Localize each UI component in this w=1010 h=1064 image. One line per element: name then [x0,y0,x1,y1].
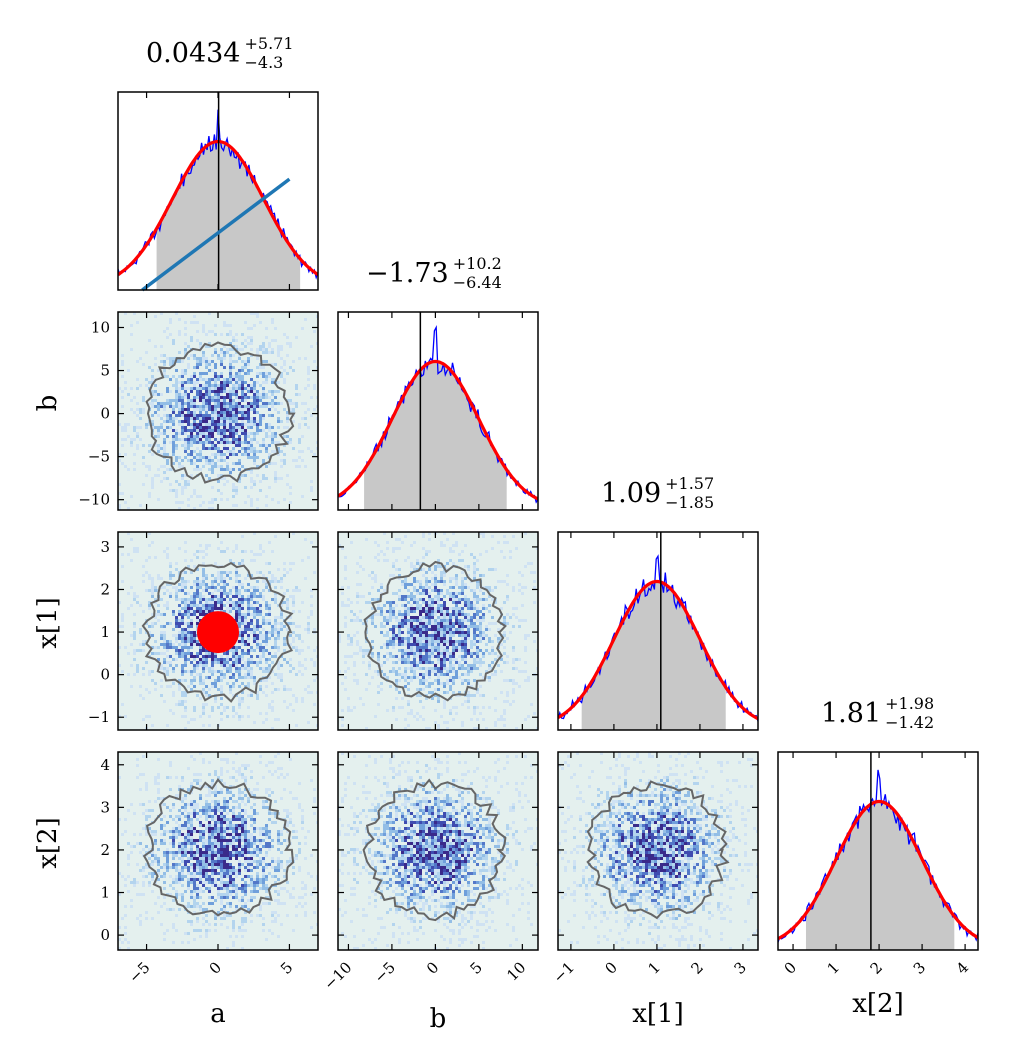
x-tick-label: −1 [550,958,578,986]
summary-title-b: −1.73 [366,258,449,289]
summary-title-a-minus: −4.3 [244,53,283,72]
contour-line [142,778,295,917]
y-axis-label-b: b [33,395,63,412]
summary-title-x2-plus: +1.98 [885,694,934,713]
credible-interval-fill [156,141,301,290]
summary-title-x1: 1.09 [601,478,661,509]
credible-interval-fill [805,801,955,950]
density-frame-x1-vs-b [337,531,539,731]
density-panel-x1-vs-b [338,532,538,730]
y-tick-label: −1 [88,708,110,726]
y-tick-label: −10 [78,491,110,509]
x-tick-label: 0 [423,958,442,977]
marginal-frame-x1 [557,531,759,731]
summary-title-x2: 1.81 [821,698,881,729]
x-tick-label: 5 [277,958,296,977]
x-tick-label: 4 [953,958,972,977]
x-tick-label: 3 [910,958,929,977]
overlay-point [197,611,239,654]
gaussian-fit-curve [558,579,758,721]
y-tick-label: 2 [100,580,110,598]
y-tick-label: 4 [100,756,110,774]
x-axis-label-a: a [210,999,226,1029]
x-tick-label: 5 [466,958,485,977]
credible-interval-fill [364,361,507,510]
density-panel-x2-vs-a [118,752,318,950]
x-tick-label: 2 [688,958,707,977]
y-tick-label: 5 [100,362,110,380]
marginal-panel-b [338,312,538,510]
x-tick-label: −5 [125,958,153,986]
gaussian-fit-curve [778,799,978,941]
summary-title-a: 0.0434 [146,38,240,69]
density-panel-x2-vs-x1 [558,752,758,950]
summary-title-x2-minus: −1.42 [885,713,934,732]
density-frame-x2-vs-b [337,751,539,951]
x-tick-label: 0 [206,958,225,977]
x-tick-label: 2 [867,958,886,977]
contour-line [586,780,730,920]
marginal-panel-x2 [778,752,978,950]
density-frame-x2-vs-x1 [557,751,759,951]
y-tick-label: 0 [100,926,110,944]
x-tick-label: −5 [371,958,399,986]
summary-title-x1-plus: +1.57 [665,474,714,493]
y-tick-label: 2 [100,841,110,859]
summary-title-a-plus: +5.71 [244,34,293,53]
y-tick-label: 1 [100,623,110,641]
x-tick-label: −10 [320,958,355,993]
summary-title-b-minus: −6.44 [453,273,502,292]
x-tick-label: 10 [503,958,529,984]
contour-line [362,778,507,922]
y-tick-label: 0 [100,666,110,684]
marginal-panel-x1 [558,532,758,730]
histogram-line [558,554,758,722]
x-tick-label: 1 [824,958,843,977]
gaussian-fit-curve [338,359,538,501]
overlay-line [141,177,291,292]
x-axis-label-b: b [430,1004,447,1034]
x-tick-label: 1 [645,958,664,977]
y-tick-label: −5 [88,448,110,466]
credible-interval-fill [581,581,726,730]
y-tick-label: 3 [100,798,110,816]
x-tick-label: 0 [781,958,800,977]
x-axis-label-x1: x[1] [632,999,684,1029]
density-panel-x2-vs-b [338,752,538,950]
y-axis-label-x2: x[2] [33,817,63,869]
y-tick-label: 1 [100,884,110,902]
y-axis-label-x1: x[1] [33,597,63,649]
x-tick-label: 0 [602,958,621,977]
y-tick-label: 3 [100,538,110,556]
contour-line [141,561,294,703]
marginal-panel-a [118,92,318,290]
marginal-frame-b [337,311,539,511]
y-tick-label: 0 [100,405,110,423]
summary-title-b-plus: +10.2 [453,254,502,273]
marginal-frame-x2 [777,751,979,951]
contour-line [145,341,296,484]
y-tick-label: 10 [91,318,110,336]
x-axis-label-x2: x[2] [852,989,904,1019]
x-tick-label: 3 [731,958,750,977]
contour-line [363,560,507,702]
density-panel-b-vs-a [118,312,318,510]
summary-title-x1-minus: −1.85 [665,493,714,512]
